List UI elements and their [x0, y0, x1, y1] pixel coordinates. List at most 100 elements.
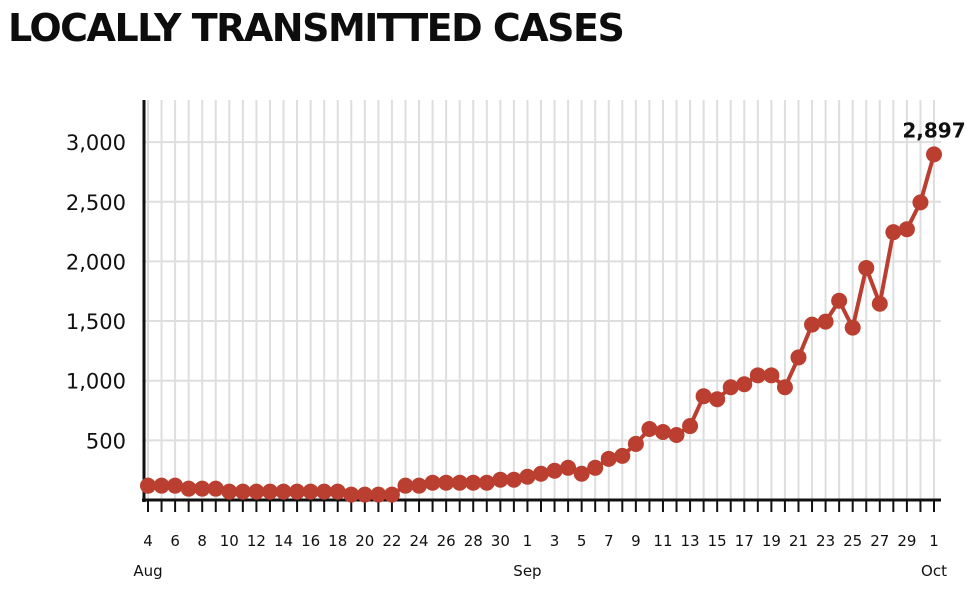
x-tick-label: 13	[681, 532, 700, 550]
x-tick-label: 24	[409, 532, 428, 550]
data-point	[383, 486, 400, 503]
data-point	[343, 486, 360, 503]
data-point	[804, 316, 821, 333]
data-point	[682, 418, 699, 435]
data-point	[302, 483, 319, 500]
data-point	[533, 465, 549, 482]
month-label: Sep	[513, 562, 541, 580]
data-point	[275, 483, 292, 500]
x-tick-label: 14	[274, 532, 293, 550]
data-point	[587, 459, 604, 476]
y-tick-label: 1,500	[66, 310, 126, 334]
x-tick-label: 15	[708, 532, 727, 550]
x-tick-label: 25	[843, 532, 862, 550]
data-point	[356, 486, 373, 503]
x-tick-label: 12	[247, 532, 266, 550]
data-point	[722, 379, 739, 396]
x-tick-label: 4	[143, 532, 153, 550]
data-point	[397, 477, 414, 494]
data-point	[614, 447, 631, 464]
x-tick-label: 17	[735, 532, 754, 550]
x-tick-label: 9	[631, 532, 641, 550]
x-tick-label: 28	[464, 532, 483, 550]
data-point	[695, 388, 712, 405]
data-point	[885, 224, 902, 241]
data-point	[654, 423, 671, 440]
x-tick-label: 11	[653, 532, 672, 550]
data-point	[858, 259, 875, 276]
y-tick-label: 3,000	[66, 131, 126, 155]
data-point	[871, 295, 888, 312]
x-tick-label: 5	[577, 532, 587, 550]
x-tick-label: 20	[355, 532, 374, 550]
data-point	[478, 474, 495, 491]
x-tick-label: 18	[328, 532, 347, 550]
y-tick-label: 500	[86, 429, 126, 453]
x-tick-label: 27	[870, 532, 889, 550]
y-tick-label: 2,500	[66, 191, 126, 215]
data-point	[140, 477, 156, 494]
data-point	[763, 367, 780, 384]
data-point	[641, 421, 658, 438]
x-tick-label: 1	[929, 532, 939, 550]
data-point	[261, 483, 278, 500]
data-label: 2,897	[902, 118, 965, 142]
data-point	[234, 483, 251, 500]
data-point	[248, 483, 265, 500]
data-point	[546, 462, 563, 479]
chart-title: LOCALLY TRANSMITTED CASES	[8, 6, 625, 50]
month-label: Aug	[133, 562, 162, 580]
x-tick-label: 23	[816, 532, 835, 550]
y-tick-label: 1,000	[66, 370, 126, 394]
data-point	[560, 459, 577, 476]
data-point	[167, 477, 184, 494]
x-tick-label: 30	[491, 532, 510, 550]
x-tick-label: 26	[437, 532, 456, 550]
data-point	[627, 435, 644, 452]
x-tick-label: 19	[762, 532, 781, 550]
data-point	[600, 450, 617, 467]
data-point	[438, 474, 455, 491]
data-point	[153, 477, 170, 494]
data-point	[316, 483, 333, 500]
x-tick-label: 29	[897, 532, 916, 550]
data-point	[451, 474, 468, 491]
data-point	[898, 221, 915, 238]
data-point	[790, 349, 807, 366]
x-tick-label: 7	[604, 532, 614, 550]
data-point	[709, 391, 726, 408]
x-tick-label: 3	[550, 532, 560, 550]
x-tick-label: 1	[523, 532, 533, 550]
data-point	[221, 483, 238, 500]
x-tick-label: 21	[789, 532, 808, 550]
data-point	[370, 486, 387, 503]
x-tick-label: 16	[301, 532, 320, 550]
x-tick-label: 6	[170, 532, 180, 550]
data-point	[492, 471, 509, 488]
data-point	[180, 480, 197, 497]
data-point	[912, 194, 929, 211]
data-point	[776, 379, 793, 396]
data-point	[817, 313, 834, 330]
data-point	[519, 468, 536, 485]
data-point	[573, 465, 590, 482]
data-point	[329, 483, 346, 500]
data-point	[465, 474, 482, 491]
data-point	[736, 376, 753, 393]
data-point	[926, 146, 942, 163]
month-label: Oct	[921, 562, 947, 580]
data-point	[505, 471, 522, 488]
x-tick-label: 22	[382, 532, 401, 550]
x-tick-label: 10	[220, 532, 239, 550]
data-point	[411, 477, 428, 494]
data-point	[831, 292, 848, 309]
data-point	[207, 480, 224, 497]
y-tick-label: 2,000	[66, 250, 126, 274]
data-point	[194, 480, 211, 497]
data-point	[424, 474, 441, 491]
x-tick-label: 8	[197, 532, 207, 550]
data-point	[668, 426, 685, 443]
data-point	[844, 319, 861, 336]
